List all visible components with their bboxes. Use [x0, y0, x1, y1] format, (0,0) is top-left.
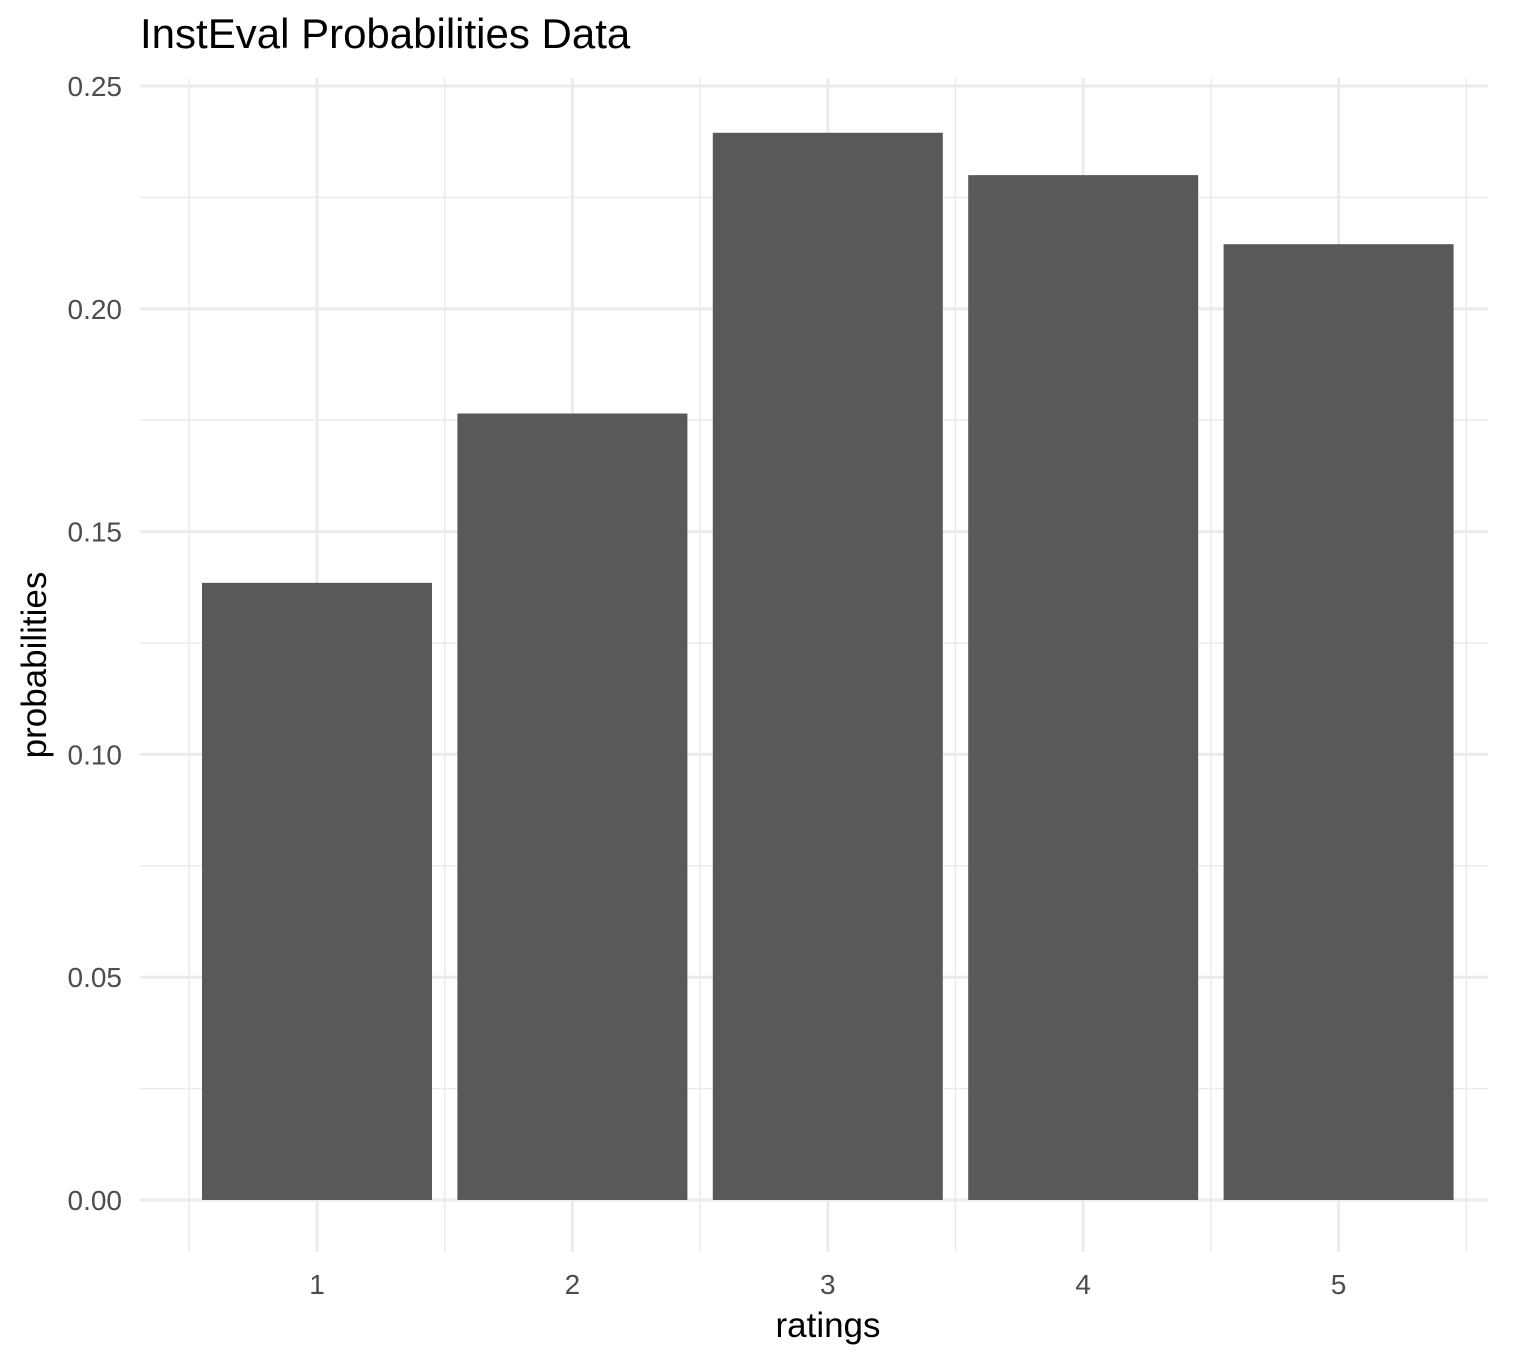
- x-axis-ticks: 1 2 3 4 5: [309, 1269, 1346, 1300]
- x-tick-label: 2: [565, 1269, 581, 1300]
- y-tick-label: 0.15: [68, 517, 123, 548]
- x-tick-label: 3: [820, 1269, 836, 1300]
- y-tick-label: 0.00: [68, 1185, 123, 1216]
- x-tick-label: 4: [1075, 1269, 1091, 1300]
- x-axis-title: ratings: [775, 1306, 880, 1345]
- chart-title: InstEval Probabilities Data: [140, 10, 631, 57]
- y-tick-label: 0.20: [68, 294, 123, 325]
- y-axis-title: probabilities: [15, 572, 54, 759]
- x-tick-label: 5: [1331, 1269, 1347, 1300]
- x-tick-label: 1: [309, 1269, 325, 1300]
- bar-4: [968, 175, 1199, 1200]
- bar-1: [202, 582, 432, 1200]
- bars: [202, 132, 1454, 1201]
- y-tick-label: 0.25: [68, 71, 123, 102]
- y-tick-label: 0.05: [68, 962, 123, 993]
- y-tick-label: 0.10: [68, 739, 123, 770]
- bar-3: [712, 132, 943, 1201]
- bar-2: [457, 413, 688, 1200]
- y-axis-ticks: 0.00 0.05 0.10 0.15 0.20 0.25: [68, 71, 123, 1216]
- bar-5: [1223, 244, 1454, 1201]
